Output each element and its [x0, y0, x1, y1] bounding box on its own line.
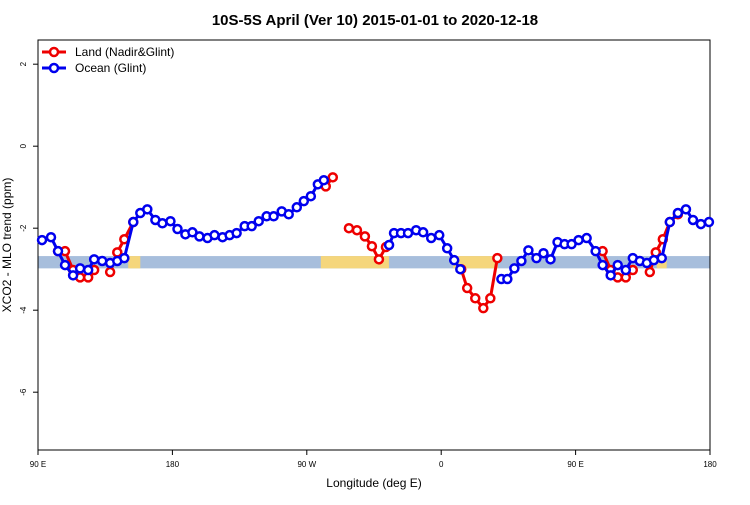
data-point — [67, 270, 79, 281]
data-point — [620, 264, 632, 276]
data-point — [687, 214, 699, 226]
data-point — [680, 204, 692, 215]
plot-frame — [37, 39, 711, 451]
x-axis-label: Longitude (deg E) — [326, 476, 421, 490]
data-point — [318, 174, 330, 186]
data-point — [612, 259, 623, 271]
data-point — [52, 245, 64, 257]
land-segment — [128, 256, 141, 269]
data-point — [298, 195, 310, 207]
data-point — [172, 223, 183, 235]
data-point — [516, 255, 527, 267]
data-point — [469, 293, 481, 304]
data-point — [366, 240, 378, 252]
data-point — [268, 211, 279, 222]
data-point — [373, 254, 385, 265]
x-tick-label: 90 E — [30, 460, 46, 469]
y-axis-label: XCO2 - MLO trend (ppm) — [0, 178, 14, 313]
data-point — [573, 234, 584, 246]
data-point — [383, 239, 395, 251]
data-point — [327, 172, 339, 183]
data-point — [209, 229, 220, 241]
data-point — [590, 245, 601, 257]
y-tick-label: -6 — [19, 388, 28, 396]
data-point — [434, 229, 445, 241]
data-point — [448, 254, 460, 266]
data-point — [157, 218, 168, 229]
data-point — [425, 232, 437, 244]
data-point — [523, 245, 534, 256]
data-point — [672, 207, 684, 219]
data-point — [82, 264, 94, 276]
y-tick-label: 2 — [19, 61, 28, 66]
data-point — [119, 252, 130, 264]
data-point — [283, 209, 294, 220]
data-point — [402, 227, 414, 239]
legend-marker — [48, 46, 60, 58]
data-point — [545, 254, 556, 265]
data-point — [231, 227, 242, 239]
data-point — [45, 231, 57, 243]
data-point — [502, 273, 513, 285]
data-point — [538, 247, 549, 259]
data-point — [246, 220, 257, 232]
y-tick-label: 0 — [19, 143, 28, 148]
data-point — [492, 252, 503, 264]
land-segment — [320, 256, 389, 269]
data-point — [128, 216, 139, 228]
data-point — [253, 215, 264, 227]
data-point — [597, 259, 608, 271]
legend-label: Ocean (Glint) — [75, 61, 146, 75]
x-tick-label: 90 E — [567, 460, 583, 469]
data-point — [485, 293, 496, 304]
data-point — [581, 232, 592, 244]
x-tick-label: 0 — [439, 460, 444, 469]
data-point — [531, 252, 542, 264]
data-point — [703, 216, 715, 228]
data-point — [359, 231, 371, 242]
data-point — [343, 222, 355, 234]
x-tick-label: 180 — [703, 460, 717, 469]
data-point — [104, 266, 116, 278]
data-point — [509, 263, 520, 274]
y-tick-label: -4 — [19, 306, 28, 314]
data-point — [478, 302, 489, 314]
data-point — [88, 254, 100, 265]
data-point — [695, 218, 707, 230]
data-point — [291, 202, 303, 213]
data-point — [455, 263, 466, 275]
data-point — [305, 190, 317, 202]
x-tick-label: 180 — [166, 460, 180, 469]
data-point — [656, 252, 668, 264]
x-tick-label: 90 W — [297, 460, 316, 469]
legend-marker — [48, 62, 60, 74]
data-point — [59, 259, 71, 271]
data-point — [461, 282, 473, 294]
data-point — [36, 234, 48, 246]
data-point — [417, 227, 429, 238]
data-point — [441, 243, 453, 254]
legend-label: Land (Nadir&Glint) — [75, 45, 174, 59]
data-point — [644, 266, 656, 278]
data-point — [194, 231, 205, 242]
y-tick-label: -2 — [19, 224, 28, 232]
data-point — [664, 216, 676, 228]
chart-title: 10S-5S April (Ver 10) 2015-01-01 to 2020… — [212, 12, 538, 29]
data-point — [74, 263, 86, 274]
data-point — [605, 270, 616, 281]
data-point — [165, 215, 176, 227]
data-point — [142, 204, 153, 215]
data-point — [351, 224, 363, 236]
